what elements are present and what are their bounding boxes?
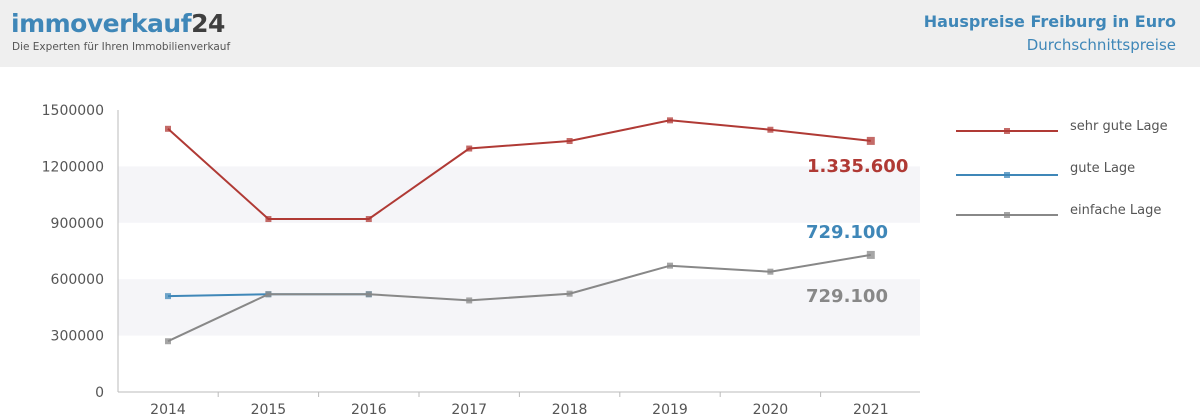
series-point — [365, 216, 372, 223]
end-value-label-2: 729.100 — [806, 286, 888, 307]
series-point — [767, 268, 774, 275]
y-tick-label: 900000 — [51, 216, 104, 232]
series-point — [566, 290, 573, 297]
series-point — [866, 136, 875, 145]
x-tick-label: 2016 — [351, 402, 387, 418]
series-line-2 — [167, 253, 871, 343]
legend-label-0: sehr gute Lage — [1070, 119, 1168, 134]
legend-marker-2 — [1004, 212, 1010, 218]
series-point — [165, 293, 171, 300]
y-tick-label: 300000 — [51, 329, 104, 345]
x-tick-label: 2017 — [451, 402, 487, 418]
y-tick-label: 0 — [95, 385, 104, 401]
logo-number: 24 — [191, 9, 225, 38]
logo[interactable]: immoverkauf24 — [11, 11, 225, 36]
y-tick-label: 600000 — [51, 272, 104, 288]
x-tick-label: 2014 — [150, 402, 186, 418]
series-point — [265, 216, 272, 223]
grid-band — [118, 279, 920, 336]
x-tick-label: 2021 — [853, 402, 889, 418]
series-point — [466, 297, 473, 304]
series-point — [265, 291, 272, 298]
series-point — [767, 126, 774, 133]
series-point — [866, 250, 875, 259]
x-tick-label: 2019 — [652, 402, 688, 418]
legend-label-1: gute Lage — [1070, 161, 1135, 176]
series-line-0 — [167, 119, 871, 220]
end-value-label-1: 729.100 — [806, 222, 888, 243]
header-bar: immoverkauf24 Die Experten für Ihren Imm… — [0, 0, 1200, 67]
tagline: Die Experten für Ihren Immobilienverkauf — [12, 41, 231, 53]
series-point — [667, 117, 673, 124]
grid-band — [118, 166, 920, 223]
x-tick-label: 2015 — [251, 402, 287, 418]
series-point — [365, 291, 372, 298]
series-point — [165, 125, 171, 132]
end-value-label-0: 1.335.600 — [807, 156, 908, 177]
y-tick-label: 1200000 — [42, 159, 104, 175]
series-point — [667, 262, 673, 269]
legend-marker-0 — [1004, 128, 1010, 134]
series-point — [165, 338, 171, 345]
y-tick-label: 1500000 — [42, 103, 104, 119]
series-point — [466, 145, 473, 152]
series-point — [566, 138, 573, 145]
logo-text: immoverkauf — [11, 9, 192, 38]
legend-marker-1 — [1004, 172, 1010, 178]
x-tick-label: 2018 — [552, 402, 588, 418]
chart-subtitle: Durchschnittspreise — [1026, 36, 1176, 54]
chart-title: Hauspreise Freiburg in Euro — [923, 12, 1176, 31]
legend-label-2: einfache Lage — [1070, 203, 1161, 218]
x-tick-label: 2020 — [753, 402, 789, 418]
